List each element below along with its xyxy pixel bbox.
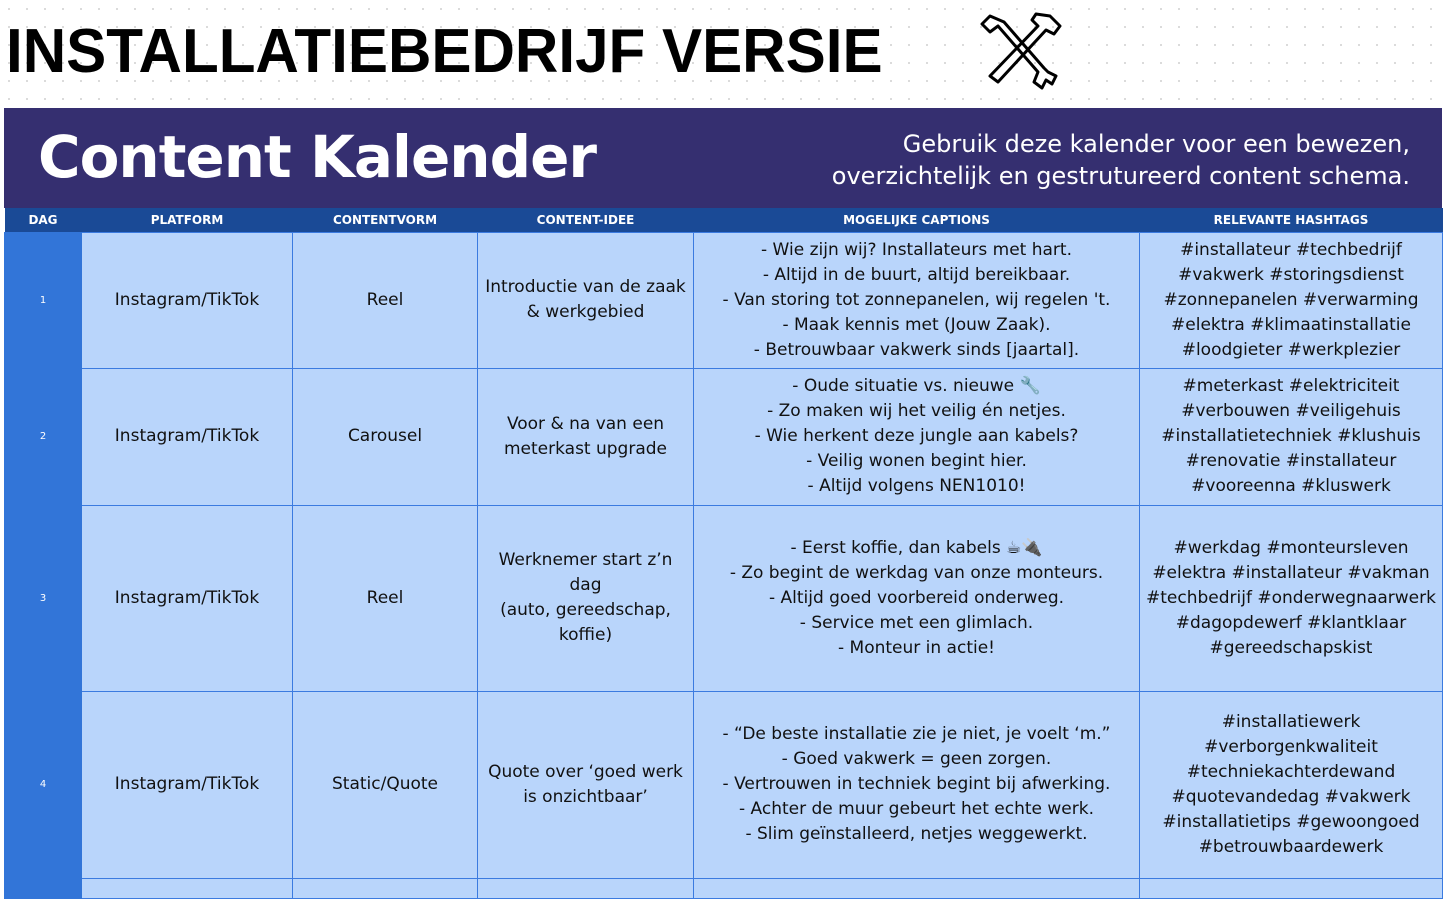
- day-cell: 4: [4, 690, 82, 879]
- column-header: DAG: [4, 208, 82, 232]
- content-idea-cell: Voor & na van een meterkast upgrade: [477, 367, 694, 506]
- cell-line: Introductie van de zaak: [485, 277, 686, 297]
- cell-line: - Zo begint de werkdag van onze monteurs…: [729, 562, 1104, 583]
- cell-line: - Achter de muur gebeurt het echte werk.: [738, 799, 1094, 819]
- column-header: PLATFORM: [81, 208, 293, 232]
- cell-line: #vooreenna #kluswerk: [1191, 476, 1391, 496]
- content-idea-cell: Werknemer start z’n dag (auto, gereedscha…: [477, 504, 694, 692]
- hashtags-cell: #meterkast #elektriciteit #verbouwen #vei…: [1139, 367, 1443, 506]
- cell-line: - Monteur in actie!: [837, 637, 995, 658]
- cell-line: #gereedschapskist: [1209, 637, 1373, 658]
- cell-line: - Altijd in de buurt, altijd bereikbaar.: [762, 264, 1071, 285]
- content-form-cell: Reel: [292, 231, 478, 369]
- cell-line: - Altijd goed voorbereid onderweg.: [768, 587, 1065, 608]
- cell-line: #verborgenkwaliteit: [1204, 736, 1378, 757]
- captions-cell: - Wie zijn wij? Installateurs met hart. -…: [693, 231, 1140, 369]
- column-header: MOGELIJKE CAPTIONS: [693, 208, 1140, 232]
- content-form-cell: Carousel: [292, 367, 478, 506]
- calendar-subtitle: Gebruik deze kalender voor een bewezen, …: [832, 128, 1410, 192]
- platform-cell: Instagram/TikTok: [81, 367, 293, 506]
- cell-line: #werkdag #monteursleven: [1173, 537, 1409, 558]
- cell-line: #techniekachterdewand: [1186, 761, 1396, 782]
- cell-line: - Service met een glimlach.: [799, 612, 1034, 633]
- cell-line: - Eerst koffie, dan kabels ☕🔌: [790, 537, 1043, 558]
- cell-line: #installatietips #gewoongoed: [1162, 811, 1420, 832]
- content-form-cell: Reel: [292, 504, 478, 692]
- cell-line: #elektra #installateur #vakman: [1152, 562, 1430, 583]
- cell-line: - Oude situatie vs. nieuwe 🔧: [792, 376, 1041, 396]
- cell-line: meterkast upgrade: [503, 438, 668, 459]
- cell-line: - “De beste installatie zie je niet, je …: [722, 724, 1111, 744]
- cell-line: (auto, gereedschap,: [500, 600, 671, 620]
- hashtags-cell: #werkdag #monteursleven #elektra #install…: [1139, 504, 1443, 692]
- cell-line: Quote over ‘goed werk: [488, 761, 683, 782]
- captions-cell: - Oude situatie vs. nieuwe 🔧 - Zo maken w…: [693, 367, 1140, 506]
- content-idea-cell: Quote over ‘goed werk is onzichtbaar’: [477, 690, 694, 879]
- cell-line: #vakwerk #storingsdienst: [1178, 264, 1404, 285]
- subtitle-line: overzichtelijk en gestrutureerd content …: [831, 162, 1410, 190]
- table-row: 1 Instagram/TikTok Reel Introductie van de …: [4, 231, 1443, 369]
- cell-line: #installatiewerk: [1221, 711, 1361, 732]
- cell-line: koffie): [558, 625, 613, 645]
- page-title: INSTALLATIEBEDRIJF VERSIE: [6, 17, 883, 86]
- content-form-cell: Static/Quote: [292, 690, 478, 879]
- hashtags-cell: #installatiewerk #verborgenkwaliteit #tech…: [1139, 690, 1443, 879]
- cell-line: - Altijd volgens NEN1010!: [807, 476, 1026, 496]
- calendar-title: Content Kalender: [38, 123, 597, 191]
- column-header: RELEVANTE HASHTAGS: [1139, 208, 1443, 232]
- cell-line: #quotevandedag #vakwerk: [1171, 786, 1411, 807]
- subtitle-line: Gebruik deze kalender voor een bewezen,: [902, 130, 1410, 158]
- empty-cell: [292, 877, 478, 899]
- cell-line: - Goed vakwerk = geen zorgen.: [781, 749, 1052, 769]
- cell-line: #betrouwbaardewerk: [1198, 836, 1384, 857]
- captions-cell: - “De beste installatie zie je niet, je …: [693, 690, 1140, 879]
- cell-line: #renovatie #installateur: [1185, 451, 1397, 471]
- column-header: CONTENTVORM: [292, 208, 478, 232]
- cell-line: - Van storing tot zonnepanelen, wij rege…: [722, 289, 1111, 310]
- cell-line: #loodgieter #werkplezier: [1181, 339, 1401, 360]
- cell-line: #zonnepanelen #verwarming: [1163, 289, 1419, 310]
- empty-cell: [4, 877, 82, 899]
- cell-line: #elektra #klimaatinstallatie: [1171, 314, 1411, 335]
- cell-line: - Veilig wonen begint hier.: [806, 451, 1027, 471]
- table-row: 3 Instagram/TikTok Reel Werknemer start z’n…: [4, 504, 1443, 692]
- cell-line: - Vertrouwen in techniek begint bij afwe…: [722, 774, 1111, 794]
- day-cell: 2: [4, 367, 82, 506]
- cell-line: #verbouwen #veiligehuis: [1181, 401, 1401, 421]
- cell-line: - Maak kennis met (Jouw Zaak).: [782, 314, 1051, 335]
- cell-line: - Betrouwbaar vakwerk sinds [jaartal].: [753, 339, 1080, 360]
- table-row: 2 Instagram/TikTok Carousel Voor & na van e…: [4, 367, 1443, 506]
- day-cell: 3: [4, 504, 82, 692]
- cell-line: & werkgebied: [526, 302, 645, 322]
- cell-line: - Zo maken wij het veilig én netjes.: [767, 401, 1066, 421]
- cell-line: Werknemer start z’n dag: [498, 550, 673, 595]
- empty-cell: [81, 877, 293, 899]
- tools-icon: [980, 12, 1062, 90]
- cell-line: - Slim geïnstalleerd, netjes weggewerkt.: [745, 824, 1088, 844]
- content-idea-cell: Introductie van de zaak & werkgebied: [477, 231, 694, 369]
- table-row: [4, 877, 1443, 899]
- column-header: CONTENT-IDEE: [477, 208, 694, 232]
- day-cell: 1: [4, 231, 82, 369]
- platform-cell: Instagram/TikTok: [81, 690, 293, 879]
- cell-line: #meterkast #elektriciteit: [1182, 376, 1400, 396]
- empty-cell: [1139, 877, 1443, 899]
- cell-line: #dagopdewerf #klantklaar: [1175, 612, 1407, 633]
- empty-cell: [693, 877, 1140, 899]
- cell-line: #techbedrijf #onderwegnaarwerk: [1146, 587, 1436, 608]
- empty-cell: [477, 877, 694, 899]
- captions-cell: - Eerst koffie, dan kabels ☕🔌 - Zo begint…: [693, 504, 1140, 692]
- cell-line: - Wie herkent deze jungle aan kabels?: [754, 426, 1079, 446]
- cell-line: - Wie zijn wij? Installateurs met hart.: [761, 239, 1072, 260]
- platform-cell: Instagram/TikTok: [81, 504, 293, 692]
- cell-line: Voor & na van een: [506, 413, 665, 434]
- table-row: 4 Instagram/TikTok Static/Quote Quote over …: [4, 690, 1443, 879]
- platform-cell: Instagram/TikTok: [81, 231, 293, 369]
- cell-line: is onzichtbaar’: [523, 786, 648, 807]
- hashtags-cell: #installateur #techbedrijf #vakwerk #stor…: [1139, 231, 1443, 369]
- header-band: Content Kalender Gebruik deze kalender v…: [4, 108, 1442, 208]
- cell-line: #installateur #techbedrijf: [1180, 239, 1402, 260]
- cell-line: #installatietechniek #klushuis: [1161, 426, 1421, 446]
- content-calendar-table: DAG PLATFORM CONTENTVORM CONTENT-IDEE MOGELI…: [4, 208, 1443, 899]
